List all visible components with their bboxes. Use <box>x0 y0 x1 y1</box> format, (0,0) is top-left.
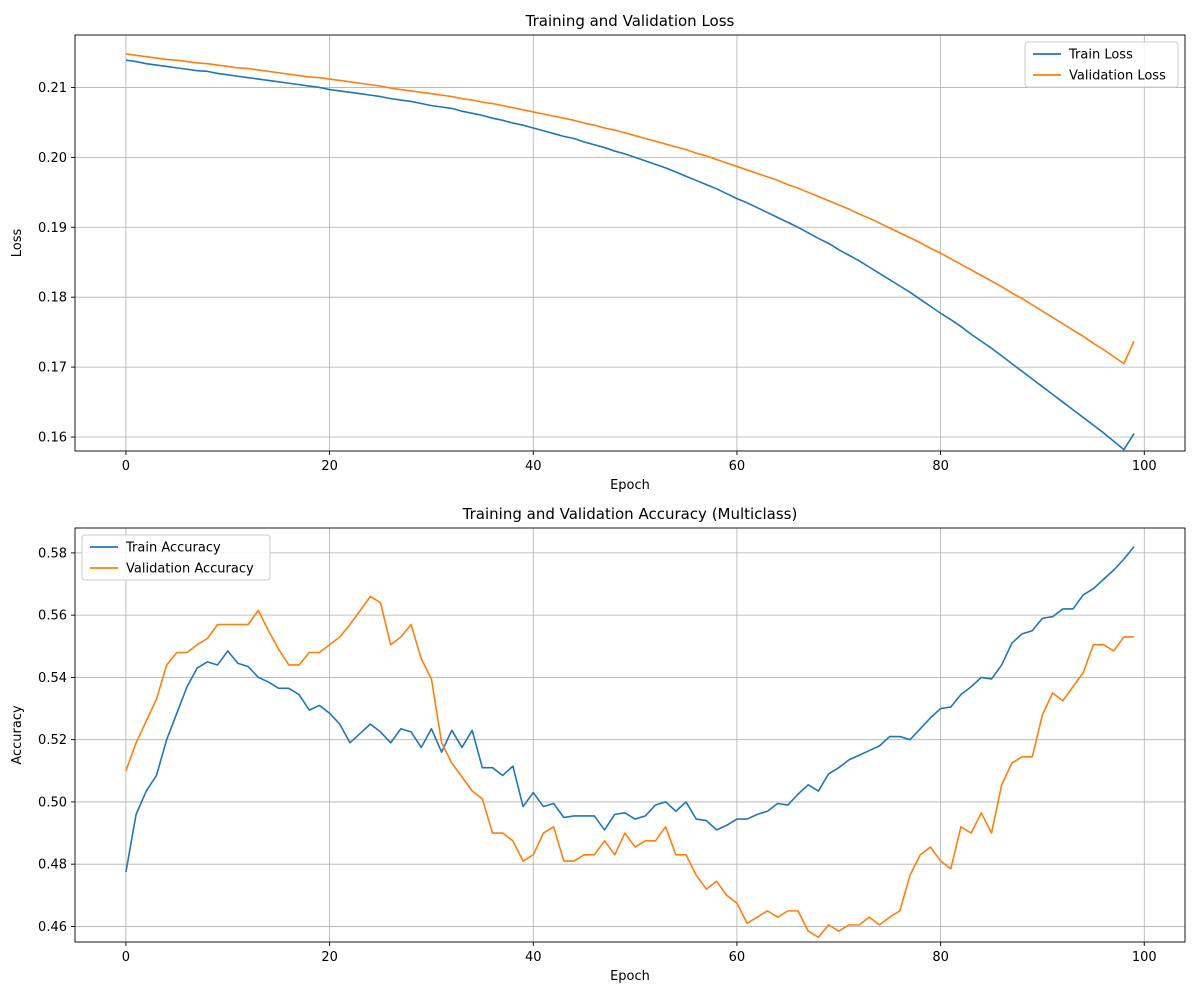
plot-frame <box>74 527 1186 943</box>
x-tick-label: 80 <box>932 950 949 965</box>
legend-label: Train Loss <box>1068 48 1133 63</box>
y-tick-label: 0.19 <box>38 221 67 236</box>
legend-label: Validation Accuracy <box>126 562 254 577</box>
x-tick-label: 20 <box>321 950 338 965</box>
y-tick-label: 0.20 <box>38 151 67 166</box>
x-tick-label: 60 <box>729 950 746 965</box>
legend: Train Accuracy Validation Accuracy <box>81 534 271 581</box>
y-axis-label: Loss <box>10 229 25 258</box>
legend-label: Validation Loss <box>1069 69 1166 84</box>
x-tick-label: 100 <box>1132 950 1157 965</box>
y-axis-label: Accuracy <box>10 705 25 765</box>
x-tick-label: 80 <box>932 459 949 474</box>
x-tick-label: 0 <box>122 459 130 474</box>
y-tick-label: 0.16 <box>38 431 67 446</box>
y-tick-label: 0.50 <box>38 795 67 810</box>
legend-label: Train Accuracy <box>125 541 221 556</box>
plot-frame <box>74 34 1186 452</box>
y-tick-label: 0.17 <box>38 361 67 376</box>
x-tick-label: 0 <box>122 950 130 965</box>
series-line-0 <box>125 59 1135 451</box>
legend-box <box>81 534 271 581</box>
y-tick-label: 0.56 <box>38 609 67 624</box>
x-tick-label: 100 <box>1132 459 1157 474</box>
series-line-1 <box>125 595 1135 939</box>
x-tick-label: 60 <box>729 459 746 474</box>
y-tick-label: 0.54 <box>38 671 67 686</box>
y-tick-label: 0.48 <box>38 858 67 873</box>
series-line-0 <box>125 546 1135 873</box>
chart-title: Training and Validation Accuracy (Multic… <box>462 505 798 523</box>
chart-panel-1: 0 20 40 60 80 100 0.46 0.48 0.50 0.52 0.54 0.56 0.58… <box>10 505 1186 984</box>
chart-title: Training and Validation Loss <box>525 12 735 30</box>
x-tick-label: 40 <box>525 459 542 474</box>
x-tick-label: 40 <box>525 950 542 965</box>
chart-panel-0: 0 20 40 60 80 100 0.16 0.17 0.18 0.19 0.20 0.21 Trai… <box>10 12 1186 493</box>
x-axis-label: Epoch <box>610 969 650 984</box>
y-tick-label: 0.58 <box>38 546 67 561</box>
series-line-1 <box>125 53 1135 365</box>
x-tick-label: 20 <box>321 459 338 474</box>
y-tick-label: 0.52 <box>38 733 67 748</box>
y-tick-label: 0.18 <box>38 291 67 306</box>
legend-box <box>1024 41 1179 88</box>
y-tick-label: 0.46 <box>38 920 67 935</box>
legend: Train Loss Validation Loss <box>1024 41 1179 88</box>
y-tick-label: 0.21 <box>38 81 67 96</box>
x-axis-label: Epoch <box>610 478 650 493</box>
